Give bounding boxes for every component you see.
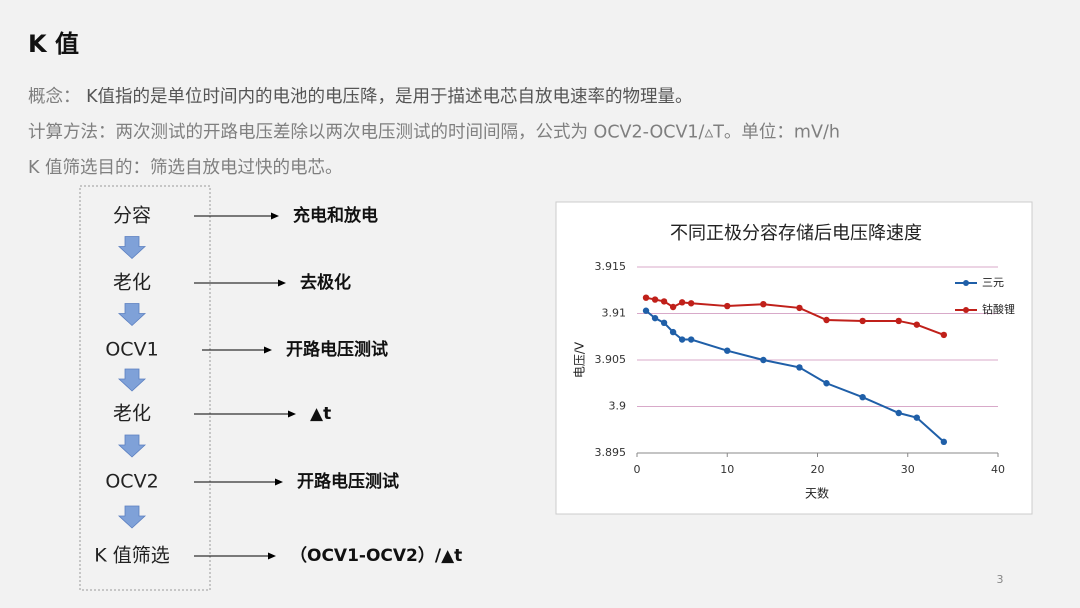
legend-label: 三元 (982, 276, 1004, 289)
flow-box (79, 185, 211, 591)
flow-step: OCV1 (105, 339, 158, 361)
flow-arrowhead (268, 552, 276, 560)
data-point (940, 438, 948, 446)
y-tick-label: 3.905 (595, 353, 627, 366)
x-tick-label: 0 (634, 463, 641, 476)
data-point (823, 316, 830, 324)
flow-step: 分容 (113, 205, 151, 227)
data-point (724, 347, 731, 354)
y-axis-label: 电压/V (573, 341, 587, 378)
slide-title: K 值 (28, 30, 79, 58)
data-point (660, 298, 668, 305)
data-point (895, 317, 902, 325)
line-text: 两次测试的开路电压差除以两次电压测试的时间间隔，公式为 OCV2-OCV1/▵T… (116, 123, 840, 143)
data-point (940, 331, 948, 339)
x-tick-label: 30 (901, 463, 915, 476)
x-axis-label: 天数 (805, 486, 829, 501)
text-line: 计算方法：两次测试的开路电压差除以两次电压测试的时间间隔，公式为 OCV2-OC… (28, 123, 840, 143)
flow-note: 开路电压测试 (286, 339, 388, 360)
flow-step: 老化 (113, 272, 151, 294)
line-label: K 值筛选目的： (28, 158, 150, 178)
line-text: 筛选自放电过快的电芯。 (150, 158, 343, 178)
down-arrow (117, 236, 147, 260)
flow-step: OCV2 (105, 471, 158, 493)
legend-label: 钴酸锂 (982, 302, 1015, 316)
x-tick-label: 10 (720, 463, 734, 476)
data-point (669, 328, 677, 336)
data-point (760, 301, 767, 308)
data-point (796, 364, 803, 371)
page-number: 3 (997, 573, 1004, 586)
down-arrow (117, 505, 147, 529)
data-point (823, 380, 830, 387)
text-line: 概念： K值指的是单位时间内的电池的电压降，是用于描述电芯自放电速率的物理量。 (28, 86, 693, 107)
data-point (678, 299, 686, 306)
x-tick-label: 20 (811, 463, 825, 476)
flow-arrowhead (278, 279, 286, 287)
data-point (760, 356, 767, 364)
down-arrow (117, 434, 147, 458)
data-point (660, 319, 668, 326)
flow-note: ▲t (310, 404, 331, 424)
flow-note: （OCV1-OCV2）/▲t (290, 545, 462, 566)
line-label: 计算方法： (28, 123, 116, 143)
down-arrow (117, 368, 147, 392)
down-arrow (117, 303, 147, 327)
data-point (687, 300, 695, 307)
text-line: K 值筛选目的：筛选自放电过快的电芯。 (28, 158, 343, 178)
data-point (669, 303, 677, 311)
data-point (796, 304, 803, 312)
chart-frame (555, 201, 1033, 515)
flow-step: K 值筛选 (94, 545, 170, 567)
flow-note: 充电和放电 (293, 205, 378, 226)
flow-arrowhead (275, 478, 283, 486)
legend-marker (963, 280, 969, 286)
y-tick-label: 3.9 (609, 400, 627, 413)
data-point (859, 317, 866, 325)
data-point (859, 394, 866, 401)
y-tick-label: 3.915 (595, 260, 627, 273)
data-point (651, 314, 659, 322)
line-label: 概念： (28, 86, 81, 107)
legend-marker (963, 307, 969, 313)
data-point (724, 302, 731, 310)
data-point (895, 409, 902, 417)
data-point (642, 294, 650, 301)
line-text: K值指的是单位时间内的电池的电压降，是用于描述电芯自放电速率的物理量。 (81, 87, 693, 107)
data-point (913, 414, 920, 421)
flow-arrowhead (264, 346, 272, 354)
flow-step: 老化 (113, 403, 151, 425)
chart-title: 不同正极分容存储后电压降速度 (670, 223, 922, 244)
flow-arrowhead (271, 212, 279, 220)
flow-arrowhead (288, 410, 296, 418)
data-point (687, 336, 695, 343)
flow-note: 开路电压测试 (297, 471, 399, 492)
data-point (642, 307, 650, 314)
y-tick-label: 3.895 (595, 446, 627, 459)
data-point (651, 296, 659, 303)
data-point (913, 321, 920, 328)
flow-note: 去极化 (300, 272, 351, 293)
data-point (678, 336, 686, 343)
y-tick-label: 3.91 (602, 307, 627, 320)
x-tick-label: 40 (991, 463, 1005, 476)
